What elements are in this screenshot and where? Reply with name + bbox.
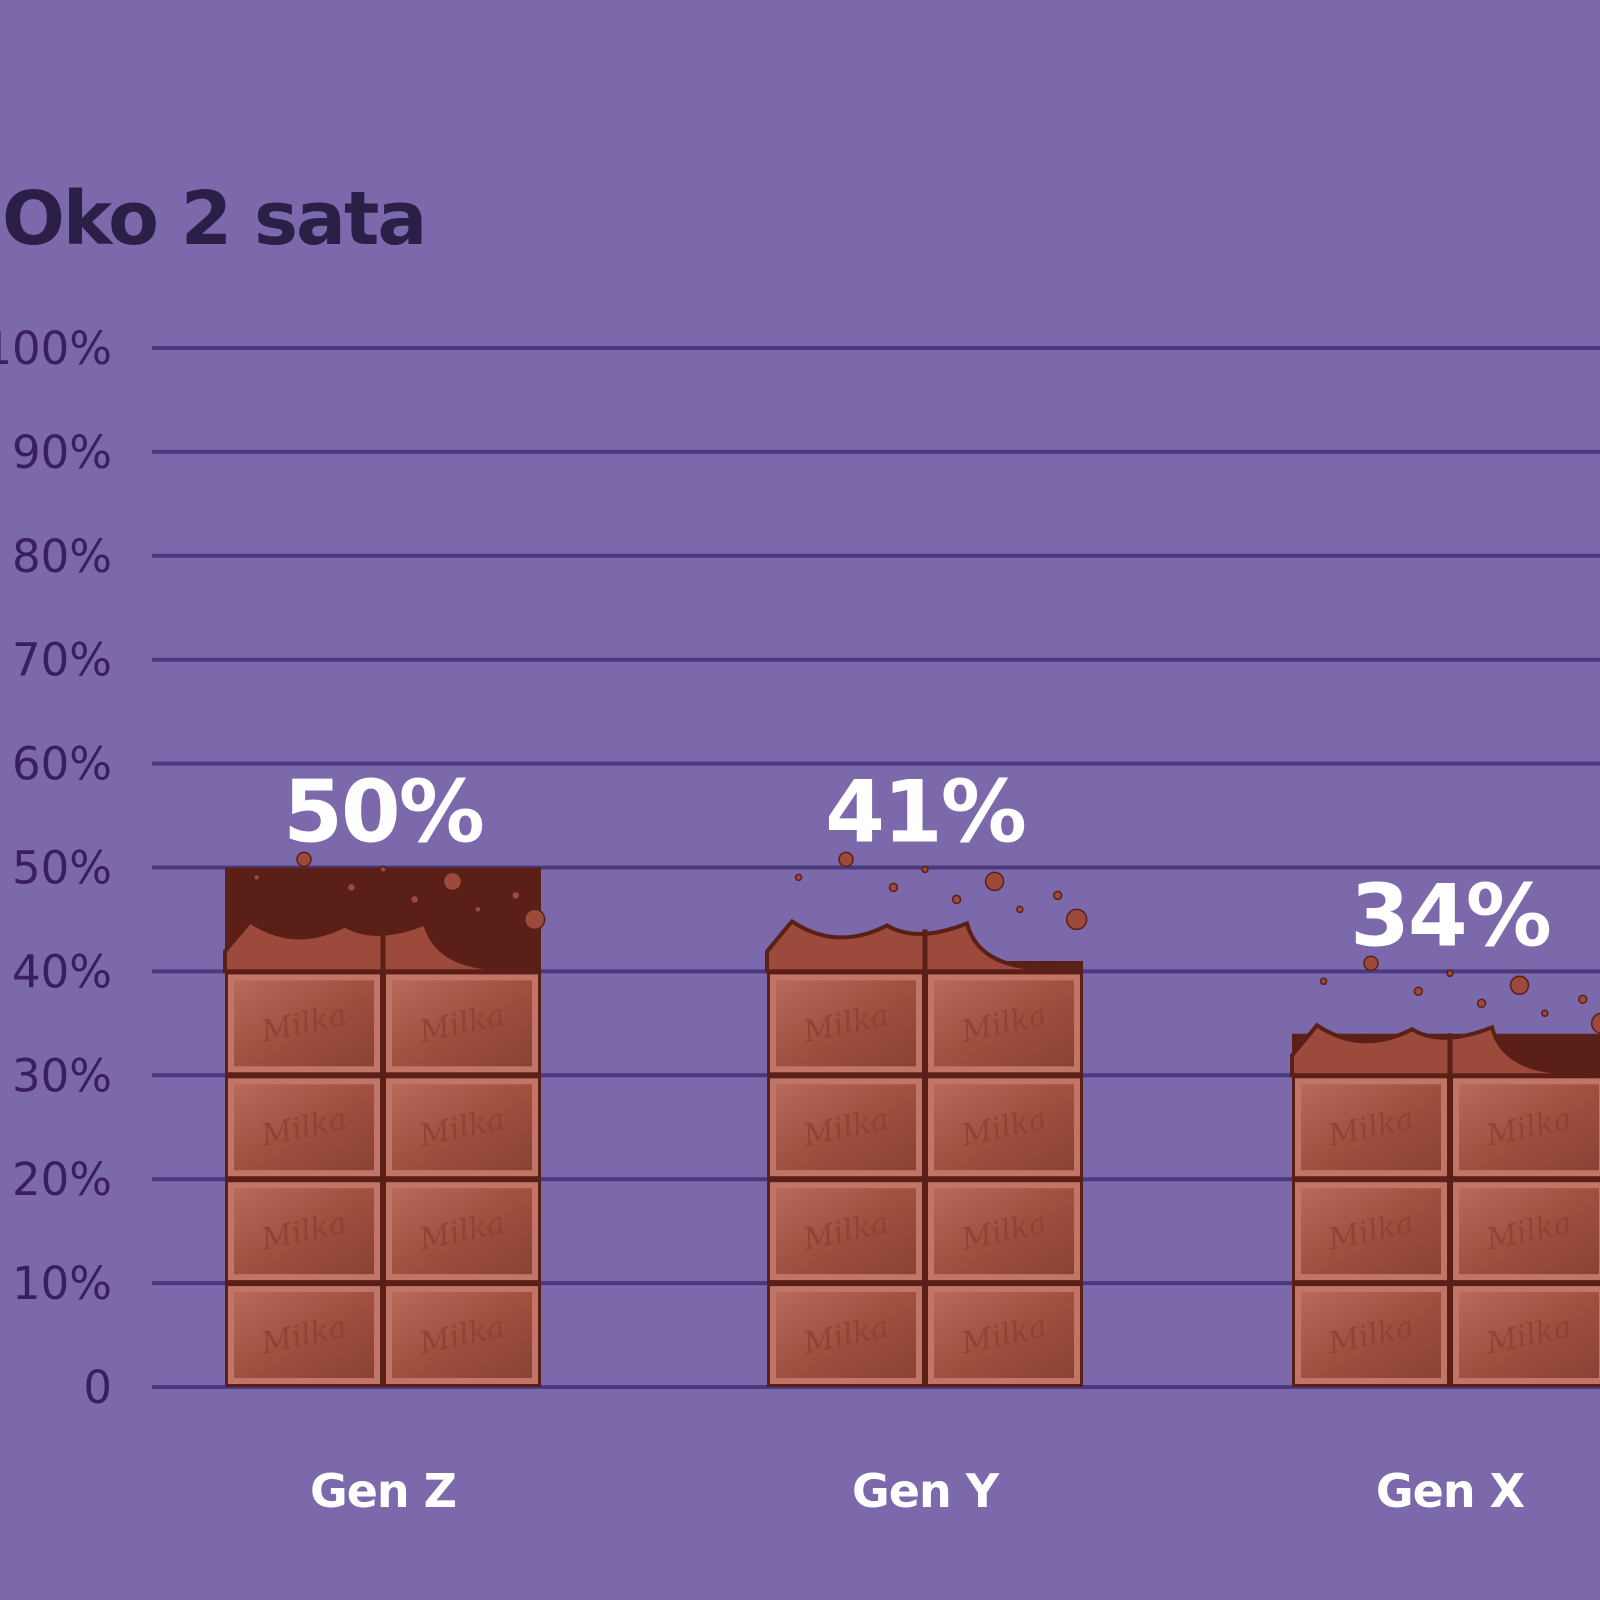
x-axis: Gen Z Gen Y Gen X (310, 1464, 1526, 1518)
y-tick-label: 10% (12, 1257, 112, 1310)
data-labels: 50% 41% 34% (283, 762, 1552, 966)
data-label: 34% (1350, 866, 1550, 966)
data-label: 41% (825, 762, 1025, 862)
y-tick-label: 30% (12, 1049, 112, 1102)
y-axis: 0 10% 20% 30% 40% 50% 60% 70% 80% 90% 100% (0, 322, 112, 1414)
x-tick-label: Gen Z (310, 1464, 456, 1518)
y-tick-label: 100% (0, 322, 112, 375)
data-label: 50% (283, 762, 483, 862)
x-tick-label: Gen X (1376, 1464, 1525, 1518)
y-tick-label: 80% (12, 530, 112, 583)
y-tick-label: 70% (12, 634, 112, 687)
y-tick-label: 0 (83, 1361, 112, 1414)
y-tick-label: 60% (12, 738, 112, 791)
y-tick-label: 40% (12, 945, 112, 998)
y-tick-label: 90% (12, 426, 112, 479)
y-tick-label: 20% (12, 1153, 112, 1206)
chart-title: Oko 2 sata (2, 176, 427, 262)
x-tick-label: Gen Y (852, 1464, 1000, 1518)
y-tick-label: 50% (12, 842, 112, 895)
